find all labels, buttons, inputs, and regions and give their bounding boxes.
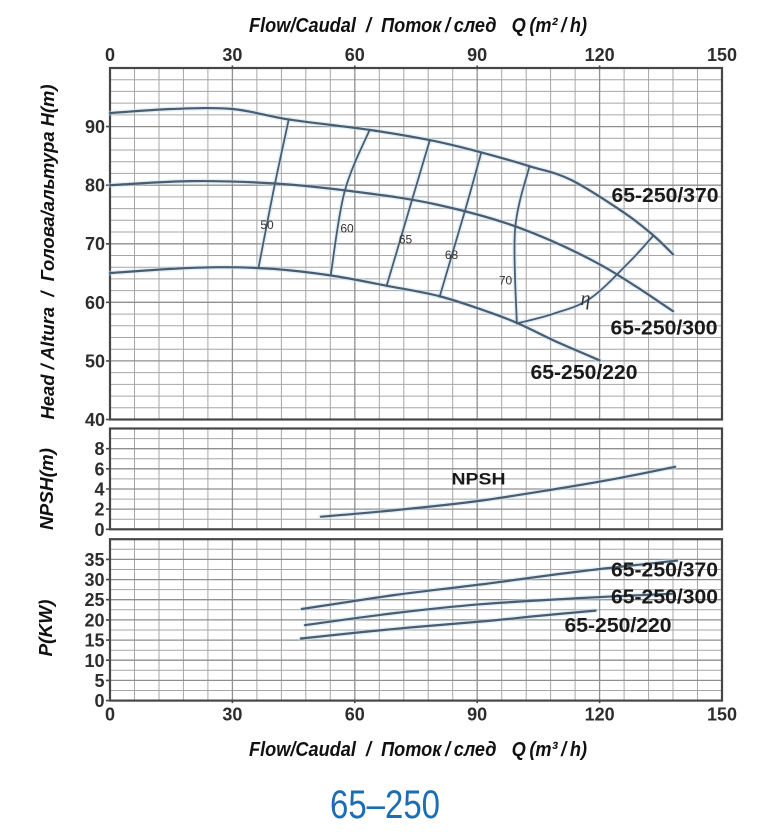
svg-text:0: 0 [94,520,104,540]
svg-text:70: 70 [85,234,105,254]
svg-text:65-250/300: 65-250/300 [611,587,718,609]
svg-text:15: 15 [84,631,104,651]
svg-text:65-250/370: 65-250/370 [612,185,719,207]
svg-text:65: 65 [399,233,413,247]
svg-text:25: 25 [84,590,104,610]
svg-text:40: 40 [85,410,105,430]
svg-text:150: 150 [707,705,737,725]
svg-text:10: 10 [84,651,104,671]
svg-text:60: 60 [340,222,354,236]
svg-text:4: 4 [94,480,104,500]
svg-text:60: 60 [345,45,365,65]
svg-text:30: 30 [222,705,242,725]
svg-text:60: 60 [345,705,365,725]
svg-text:65-250/220: 65-250/220 [531,362,638,384]
svg-text:90: 90 [467,45,487,65]
svg-text:8: 8 [94,439,104,459]
svg-text:2: 2 [94,500,104,520]
svg-text:35: 35 [84,550,104,570]
svg-text:65-250/220: 65-250/220 [565,615,672,637]
svg-text:65-250/300: 65-250/300 [611,318,718,340]
svg-text:0: 0 [105,45,115,65]
svg-text:5: 5 [94,671,104,691]
svg-text:NPSH(m): NPSH(m) [37,448,57,530]
svg-text:65-250/370: 65-250/370 [611,560,718,582]
svg-text:120: 120 [585,45,615,65]
svg-text:6: 6 [94,459,104,479]
svg-text:120: 120 [585,705,615,725]
svg-text:68: 68 [445,248,459,262]
svg-text:30: 30 [222,45,242,65]
svg-text:P(KW): P(KW) [36,599,56,656]
svg-text:70: 70 [499,274,513,288]
svg-text:90: 90 [85,117,105,137]
svg-text:20: 20 [84,610,104,630]
svg-text:50: 50 [85,351,105,371]
svg-text:η: η [581,288,591,310]
svg-text:Head / Altura / Голова/альту: Head / Altura / Голова/альтура H(m) [38,84,58,419]
svg-text:150: 150 [707,45,737,65]
svg-text:90: 90 [467,705,487,725]
svg-text:Flow/Caudal / Поток / след: Flow/Caudal / Поток / след Q (m³ / h) [249,739,587,761]
svg-text:80: 80 [85,176,105,196]
svg-text:Flow/Caudal / Поток / след: Flow/Caudal / Поток / след Q (m² / h) [249,15,587,37]
svg-text:0: 0 [105,705,115,725]
svg-text:60: 60 [85,293,105,313]
svg-text:NPSH: NPSH [452,470,506,489]
svg-text:30: 30 [84,570,104,590]
svg-text:0: 0 [94,691,104,711]
svg-text:50: 50 [260,218,274,232]
svg-text:65–250: 65–250 [330,783,440,827]
